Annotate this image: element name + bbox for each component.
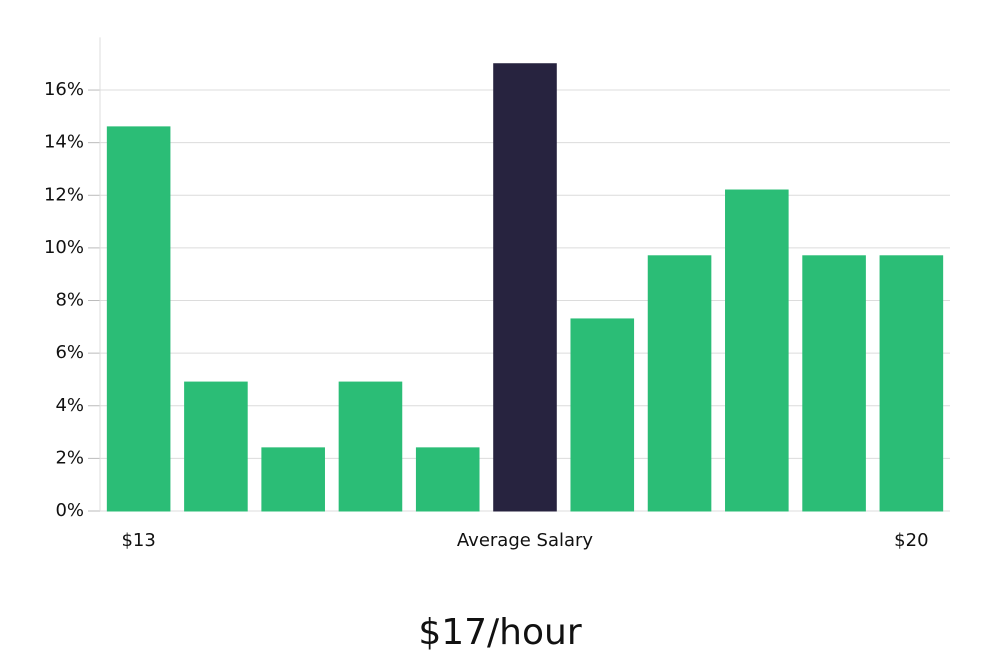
y-tick-label: 8% [55, 290, 84, 311]
chart-subtitle: $17/hour [418, 612, 582, 653]
y-tick-label: 6% [55, 342, 84, 363]
x-tick-label: Average Salary [457, 530, 594, 551]
bar [725, 189, 789, 512]
bar [338, 381, 403, 512]
y-tick-label: 12% [44, 184, 84, 205]
bar [802, 255, 866, 512]
y-tick-label: 14% [44, 132, 84, 153]
x-tick-label: $13 [121, 530, 155, 551]
y-tick-label: 16% [44, 79, 84, 100]
bar [879, 255, 944, 512]
bar [184, 381, 248, 512]
y-tick-label: 10% [44, 237, 84, 258]
bar [415, 447, 480, 512]
bar [570, 318, 635, 512]
y-tick-label: 2% [55, 447, 84, 468]
bar [647, 255, 712, 512]
bar [261, 447, 325, 512]
y-tick-label: 0% [55, 500, 84, 521]
y-tick-label: 4% [55, 395, 84, 416]
x-tick-label: $20 [894, 530, 928, 551]
bar [493, 63, 557, 512]
bar [106, 126, 171, 512]
